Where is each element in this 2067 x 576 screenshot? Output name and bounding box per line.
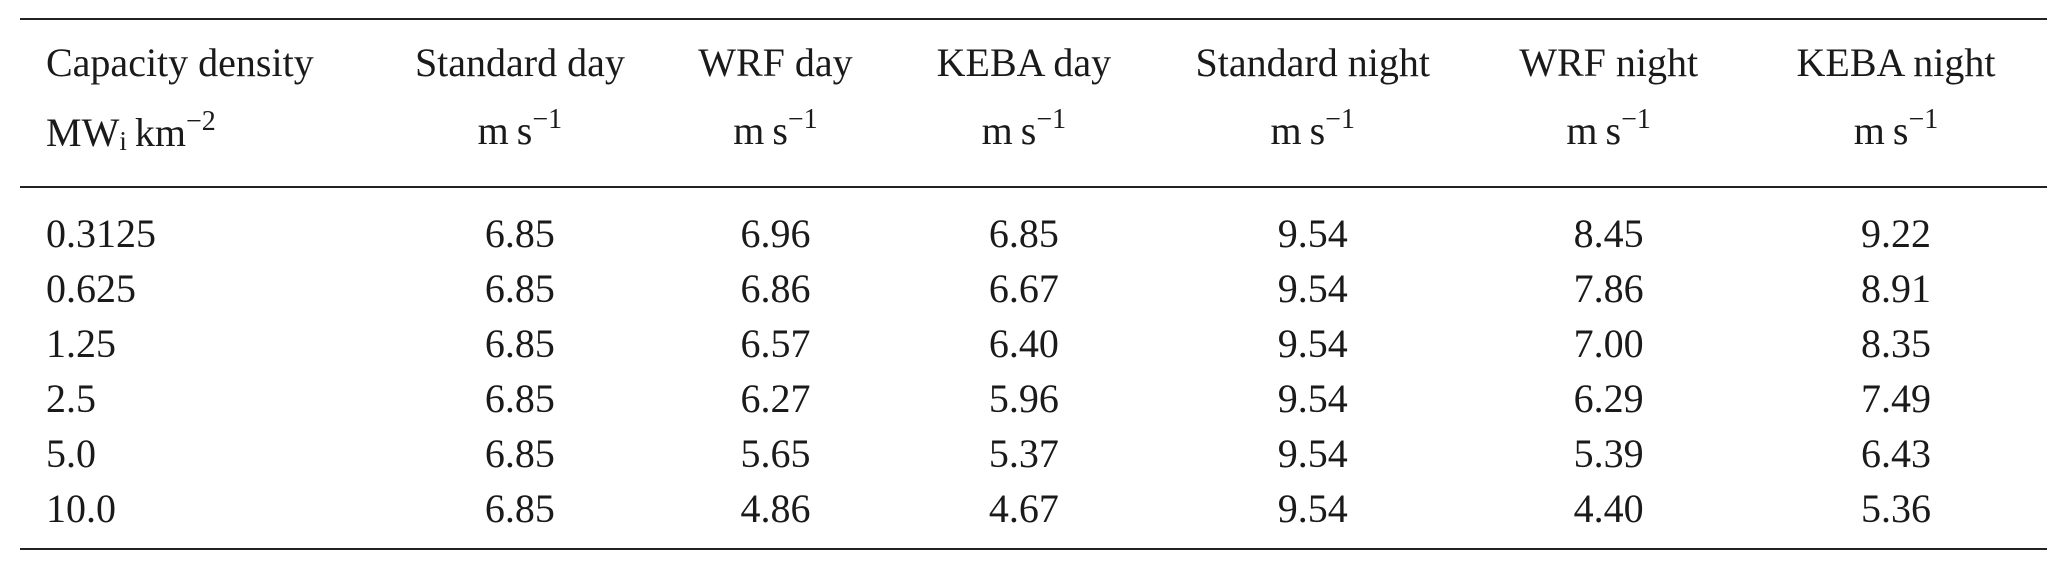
column-header-wrf-night: WRF night [1519, 39, 1699, 85]
column-header-standard-day: Standard day [414, 39, 625, 85]
unit-m: m [477, 108, 509, 153]
unit-m: m [1566, 108, 1598, 153]
unit-keba-day: m s−1 [895, 101, 1154, 187]
table-cell: 1.25 [46, 320, 116, 366]
unit-exponent: −1 [787, 103, 818, 135]
table-cell: 6.43 [1860, 430, 1931, 476]
table-cell: 8.35 [1860, 320, 1931, 366]
unit-mw: MW [46, 110, 120, 155]
unit-exponent: −1 [1036, 103, 1067, 135]
unit-standard-night: m s−1 [1153, 101, 1472, 187]
table-cell: 6.86 [740, 265, 811, 311]
unit-s: s [772, 108, 788, 153]
table-cell: 6.29 [1573, 375, 1644, 421]
column-header-wrf-day: WRF day [698, 39, 853, 85]
unit-exponent: −1 [532, 103, 563, 135]
table-cell: 6.57 [740, 320, 811, 366]
column-header-standard-night: Standard night [1195, 39, 1430, 85]
unit-standard-day: m s−1 [384, 101, 657, 187]
table-cell: 6.27 [740, 375, 811, 421]
table-cell: 9.54 [1277, 210, 1348, 256]
table-cell: 9.54 [1277, 320, 1348, 366]
table-cell: 9.54 [1277, 265, 1348, 311]
table-cell: 6.85 [484, 320, 555, 366]
unit-exponent: −1 [1908, 103, 1939, 135]
unit-s: s [516, 108, 533, 153]
unit-km: km [134, 110, 186, 155]
header-row: Capacity density Standard day WRF day KE… [20, 19, 2047, 101]
unit-m: m [1270, 108, 1302, 153]
table-cell: 5.65 [740, 430, 811, 476]
table-cell: 6.40 [988, 320, 1059, 366]
unit-capacity-density: MWi km−2 [20, 101, 384, 187]
table-row: 5.0 6.85 5.65 5.37 9.54 5.39 6.43 [20, 426, 2047, 481]
table-cell: 6.96 [740, 210, 811, 256]
unit-exponent: −2 [185, 105, 216, 137]
table-row: 2.5 6.85 6.27 5.96 9.54 6.29 7.49 [20, 371, 2047, 426]
table-cell: 4.86 [740, 485, 811, 531]
unit-subscript-i: i [119, 126, 127, 156]
table-row: 10.0 6.85 4.86 4.67 9.54 4.40 5.36 [20, 481, 2047, 549]
table-row: 1.25 6.85 6.57 6.40 9.54 7.00 8.35 [20, 316, 2047, 371]
table-cell: 5.39 [1573, 430, 1644, 476]
unit-keba-night: m s−1 [1745, 101, 2047, 187]
table-cell: 6.85 [484, 430, 555, 476]
table-cell: 4.40 [1573, 485, 1644, 531]
unit-m: m [1853, 108, 1885, 153]
table-cell: 9.54 [1277, 375, 1348, 421]
table-cell: 7.86 [1573, 265, 1644, 311]
column-header-capacity-density: Capacity density [46, 39, 314, 85]
table-cell: 5.0 [46, 430, 96, 476]
data-table-container: Capacity density Standard day WRF day KE… [20, 18, 2047, 550]
table-row: 0.3125 6.85 6.96 6.85 9.54 8.45 9.22 [20, 187, 2047, 261]
capacity-density-wind-speed-table: Capacity density Standard day WRF day KE… [20, 18, 2047, 550]
unit-s: s [1309, 108, 1326, 153]
table-cell: 9.54 [1277, 485, 1348, 531]
table-cell: 6.85 [484, 210, 555, 256]
table-cell: 5.36 [1860, 485, 1931, 531]
table-cell: 2.5 [46, 375, 96, 421]
table-cell: 8.45 [1573, 210, 1644, 256]
table-cell: 0.3125 [46, 210, 156, 256]
table-cell: 7.00 [1573, 320, 1644, 366]
units-row: MWi km−2 m s−1 m s−1 m s−1 m s−1 m s−1 m s−1 [20, 101, 2047, 187]
table-cell: 7.49 [1860, 375, 1931, 421]
unit-exponent: −1 [1621, 103, 1651, 135]
table-cell: 9.22 [1860, 210, 1931, 256]
column-header-keba-night: KEBA night [1796, 39, 1996, 85]
unit-wrf-night: m s−1 [1472, 101, 1745, 187]
unit-s: s [1020, 108, 1037, 153]
unit-s: s [1892, 108, 1909, 153]
table-cell: 4.67 [988, 485, 1059, 531]
table-cell: 6.85 [484, 265, 555, 311]
unit-m: m [981, 108, 1013, 153]
table-cell: 8.91 [1860, 265, 1931, 311]
table-row: 0.625 6.85 6.86 6.67 9.54 7.86 8.91 [20, 261, 2047, 316]
table-cell: 6.85 [484, 485, 555, 531]
table-cell: 6.85 [484, 375, 555, 421]
unit-wrf-day: m s−1 [656, 101, 894, 187]
column-header-keba-day: KEBA day [936, 39, 1112, 85]
table-cell: 9.54 [1277, 430, 1348, 476]
unit-s: s [1605, 108, 1622, 153]
table-cell: 6.85 [988, 210, 1059, 256]
table-cell: 10.0 [46, 485, 116, 531]
table-cell: 5.37 [988, 430, 1059, 476]
unit-exponent: −1 [1325, 103, 1355, 135]
table-cell: 6.67 [988, 265, 1059, 311]
unit-m: m [733, 108, 765, 153]
table-cell: 0.625 [46, 265, 136, 311]
table-cell: 5.96 [988, 375, 1059, 421]
